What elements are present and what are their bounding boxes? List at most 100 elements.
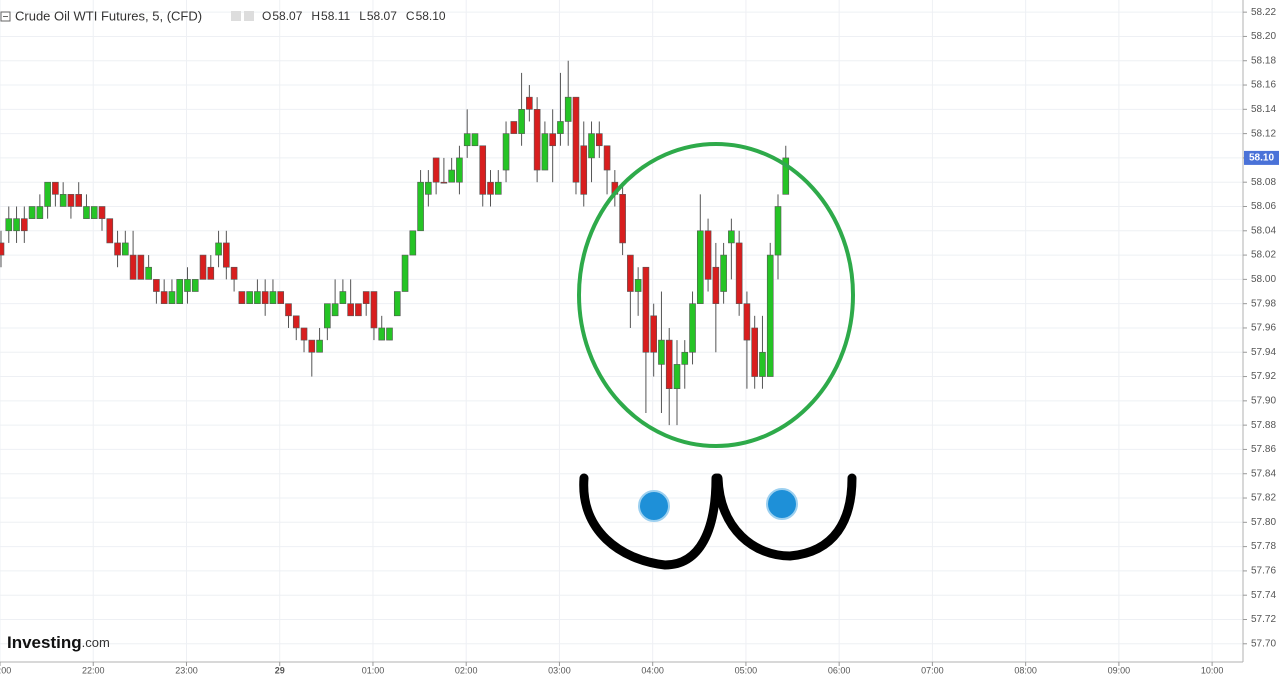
candle-body (526, 96, 533, 110)
candle-body (487, 181, 494, 195)
candle-body (533, 109, 541, 171)
candle-body (300, 327, 308, 341)
ohlc-value: 58.11 (321, 9, 350, 23)
candle-body (52, 181, 59, 195)
candle-body (176, 279, 184, 304)
candle-body (440, 181, 448, 184)
candle-body (331, 303, 339, 317)
candle-body (448, 169, 455, 183)
x-tick-label: 04:00 (641, 665, 664, 675)
watermark: Investing.com (7, 633, 110, 652)
candle-body (580, 145, 588, 195)
candle-body (759, 351, 766, 377)
candle-body (735, 242, 743, 304)
candle-body (67, 194, 75, 207)
candle-body (98, 206, 106, 219)
candle-body (681, 351, 689, 365)
ohlc-label: H (311, 9, 320, 23)
candle-body (347, 303, 354, 317)
candle-body (137, 254, 145, 280)
candle-body (223, 242, 230, 268)
last-price-box (1244, 150, 1279, 165)
ohlc-label: C (406, 9, 415, 23)
candle-body (207, 266, 215, 280)
y-tick-label: 58.20 (1251, 31, 1276, 42)
candle-body (168, 291, 176, 304)
annotation-ellipse (577, 142, 855, 448)
candle-body (595, 133, 603, 147)
time-axis: 21:00 22:00 23:00 29 01:00 02:00 03:00 04:00 05:… (0, 662, 1223, 675)
candle-body (90, 206, 98, 219)
candle-body (285, 303, 292, 317)
candle-body (83, 206, 90, 219)
candle-body (106, 218, 114, 244)
candle-body (456, 157, 463, 183)
candle-body (44, 181, 51, 207)
candle-body (184, 279, 191, 292)
y-tick-label: 57.96 (1251, 323, 1276, 334)
ohlc-legend: O 58.07 H 58.11 L 58.07 C 58.10 (262, 9, 446, 23)
candle-body (230, 266, 238, 280)
candle-body (502, 133, 510, 171)
candle-body (774, 206, 782, 256)
x-tick-label: 29 (275, 665, 285, 675)
x-tick-label: 02:00 (455, 665, 478, 675)
grid (0, 0, 1243, 662)
y-tick-label: 57.72 (1251, 614, 1276, 625)
candle-body (627, 254, 634, 292)
candle-body (696, 230, 704, 304)
x-tick-label: 03:00 (548, 665, 571, 675)
candle-body (269, 291, 277, 304)
ohlc-value: 58.10 (416, 9, 446, 23)
candle-body (658, 339, 665, 365)
candle-body (642, 266, 650, 353)
y-tick-label: 58.22 (1251, 7, 1276, 18)
y-tick-label: 57.86 (1251, 444, 1276, 455)
x-tick-label: 05:00 (735, 665, 758, 675)
price-axis: 58.22 58.20 58.18 58.16 58.14 58.12 58.10 58.08… (1243, 7, 1279, 649)
candle-body (541, 133, 549, 171)
annotation-curve (713, 473, 857, 561)
candle-body (463, 133, 471, 147)
candle-body (471, 133, 479, 147)
x-tick-label: 01:00 (362, 665, 385, 675)
candle-body (215, 242, 222, 256)
candle-body (129, 254, 137, 280)
x-tick-label: 21:00 (0, 665, 11, 675)
watermark: .com (82, 635, 110, 650)
candle-body (673, 364, 681, 389)
x-tick-label: 22:00 (82, 665, 105, 675)
candle-body (549, 133, 556, 147)
candle-body (277, 291, 285, 304)
candle-body (689, 303, 696, 353)
y-tick-label: 58.14 (1251, 104, 1276, 115)
icon[interactable] (244, 11, 254, 21)
candle-body (292, 315, 300, 329)
candle-body (145, 266, 152, 280)
y-tick-label: 57.82 (1251, 493, 1276, 504)
y-tick-label: 57.88 (1251, 420, 1276, 431)
icon[interactable] (231, 11, 241, 21)
candle-body (743, 303, 751, 341)
y-tick-label: 57.92 (1251, 371, 1276, 382)
collapse-icon[interactable] (0, 11, 11, 22)
candle-body (238, 291, 246, 304)
y-tick-label: 57.98 (1251, 298, 1276, 309)
candle-body (572, 96, 580, 183)
candle-body (36, 206, 44, 219)
candle-body (564, 96, 572, 122)
candle-body (494, 181, 502, 195)
x-tick-label: 10:00 (1201, 665, 1224, 675)
candle-body (308, 339, 316, 353)
candle-body (479, 145, 487, 195)
y-tick-label: 57.80 (1251, 517, 1276, 528)
y-tick-label: 58.02 (1251, 250, 1276, 261)
logo (766, 488, 798, 520)
y-tick-label: 57.90 (1251, 395, 1276, 406)
candle-body (650, 315, 657, 353)
candle-body (557, 121, 564, 134)
candle-body (720, 254, 727, 292)
candle-body (0, 242, 5, 256)
candle-body (362, 291, 370, 304)
